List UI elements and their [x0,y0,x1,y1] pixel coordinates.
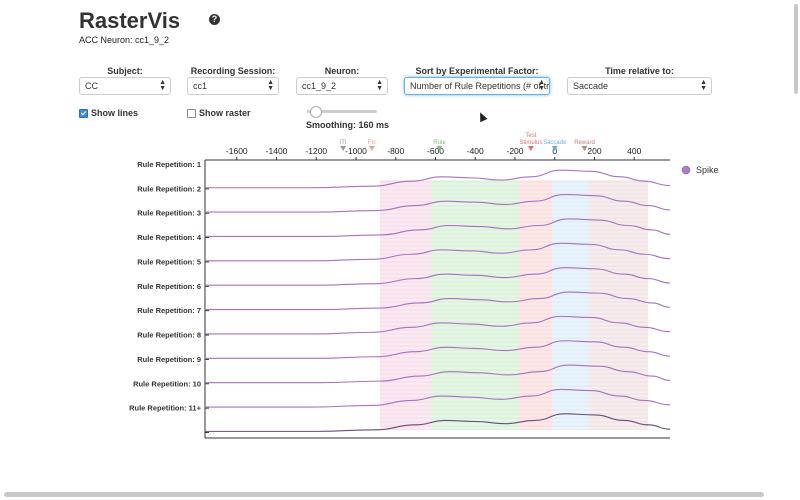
time-relative-value: Saccade [573,81,609,91]
show-lines-checkbox[interactable]: Show lines [79,108,138,118]
smoothing-slider-track[interactable] [307,110,377,113]
spike-rate-line [205,194,671,213]
spike-rate-line [205,315,671,335]
help-icon[interactable]: ? [209,14,220,25]
updown-arrows-icon: ▲ ▼ [267,79,274,92]
vertical-scrollbar[interactable] [794,4,798,94]
row-label: Rule Repetition: 3 [137,209,201,218]
row-label: Rule Repetition: 2 [137,184,201,193]
event-label: Test [525,133,536,139]
row-label: Rule Repetition: 6 [137,282,201,291]
x-tick-label: 0 [552,146,557,156]
horizontal-scrollbar[interactable] [4,492,764,497]
row-label: Rule Repetition: 7 [137,306,201,315]
event-marker-icon [436,146,443,151]
event-label: Stimulus [519,140,542,146]
sort-by-value: Number of Rule Repetitions (# of trials) [410,81,550,91]
show-raster-label: Show raster [199,108,251,118]
event-label: ITI [340,140,347,146]
x-tick-label: -1600 [226,146,248,156]
spike-rate-line [204,388,671,408]
spike-rate-line [205,242,671,262]
event-label: Reward [574,140,595,146]
x-tick-label: -400 [467,146,484,156]
x-tick-label: -600 [427,146,444,156]
smoothing-slider-handle[interactable] [310,106,323,118]
x-tick-label: 400 [627,146,641,156]
updown-arrows-icon: ▲ ▼ [159,79,166,92]
spike-rate-line [205,340,671,359]
x-tick-label: -1200 [305,146,327,156]
subject-select[interactable]: CC ▲ ▼ [79,77,171,95]
row-label: Rule Repetition: 4 [137,233,202,242]
session-value: cc1 [193,81,208,91]
updown-arrows-icon: ▲ ▼ [376,79,383,92]
row-label: Rule Repetition: 5 [137,257,201,266]
spike-rate-line [205,364,671,384]
checkbox-unchecked-icon[interactable] [187,108,196,118]
show-raster-checkbox[interactable]: Show raster [187,108,251,118]
x-tick-label: -200 [506,146,523,156]
event-label: Saccade [543,140,567,146]
row-label: Rule Repetition: 10 [133,379,201,388]
x-tick-label: 200 [587,146,601,156]
checkbox-checked-icon[interactable] [79,108,88,118]
time-relative-select[interactable]: Saccade ▲ ▼ [567,77,712,95]
event-marker-icon [527,146,534,151]
legend-label: Spike [696,165,719,175]
neuron-subtitle: ACC Neuron: cc1_9_2 [79,35,170,45]
updown-arrows-icon: ▲ ▼ [700,79,707,92]
neuron-value: cc1_9_2 [302,81,337,91]
event-marker-icon [340,146,347,151]
session-select[interactable]: cc1 ▲ ▼ [187,77,279,95]
neuron-select[interactable]: cc1_9_2 ▲ ▼ [296,77,388,95]
x-tick-label: -1400 [266,146,288,156]
x-tick-label: -1000 [345,146,367,156]
show-lines-label: Show lines [91,108,139,118]
row-label: Rule Repetition: 11+ [129,404,202,413]
event-label: Rule [433,140,446,146]
subject-value: CC [85,81,98,91]
subject-label: Subject: [107,66,143,76]
spike-rate-line [205,169,671,189]
x-tick-label: -800 [387,146,404,156]
event-marker-icon [368,146,375,151]
spike-rate-line [205,413,671,432]
updown-arrows-icon: ▲ ▼ [538,79,545,92]
row-label: Rule Repetition: 9 [137,355,201,364]
spike-rate-line [204,291,671,311]
legend-swatch [681,165,691,175]
spike-rate-line [205,267,671,286]
event-label: Fix [368,140,376,146]
session-label: Recording Session: [190,66,276,76]
sort-by-label: Sort by Experimental Factor: [415,66,539,76]
spike-rate-line [205,218,671,238]
row-label: Rule Repetition: 8 [137,331,201,340]
time-relative-label: Time relative to: [605,66,674,76]
sort-by-select[interactable]: Number of Rule Repetitions (# of trials)… [404,77,550,95]
app-title: RasterVis [79,8,181,33]
neuron-label: Neuron: [324,66,360,76]
event-marker-icon [581,146,588,151]
row-label: Rule Repetition: 1 [137,160,201,169]
event-marker-icon [551,146,558,151]
smoothing-label: Smoothing: 160 ms [306,120,390,130]
